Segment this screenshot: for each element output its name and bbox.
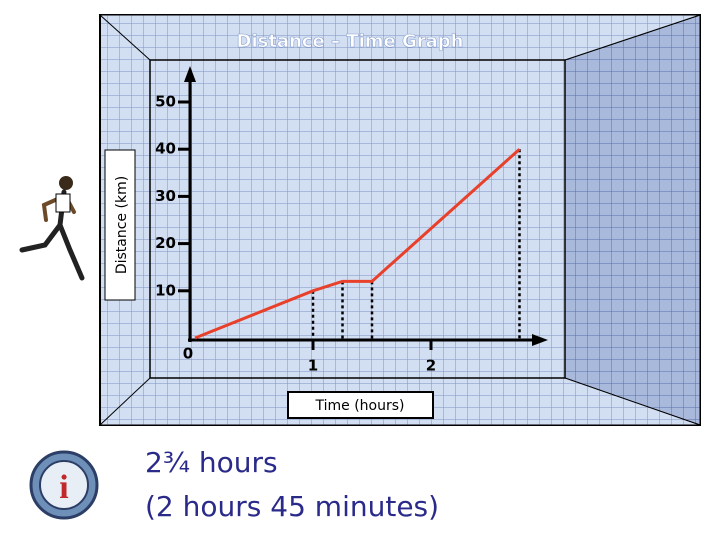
x-axis-arrow bbox=[532, 334, 548, 346]
y-tick-label: 40 bbox=[155, 140, 176, 158]
y-tick-label: 50 bbox=[155, 93, 176, 111]
data-line bbox=[194, 148, 521, 340]
x-tick-label: 2 bbox=[426, 357, 436, 375]
y-tick-label: 10 bbox=[155, 281, 176, 299]
x-axis-label: Time (hours) bbox=[315, 398, 405, 414]
y-axis-arrow bbox=[184, 66, 196, 82]
y-axis-label: Distance (km) bbox=[114, 176, 130, 274]
answer: 2¾ hours bbox=[145, 446, 278, 479]
origin-label: 0 bbox=[183, 345, 193, 363]
info-icon: i bbox=[29, 450, 99, 520]
runner-icon bbox=[19, 176, 85, 281]
answer-detail: (2 hours 45 minutes) bbox=[145, 490, 439, 523]
room-frame bbox=[98, 14, 701, 426]
x-tick-label: 1 bbox=[308, 357, 318, 375]
svg-text:i: i bbox=[59, 469, 68, 506]
chart-title: Distance – Time Graph bbox=[237, 31, 464, 52]
y-tick-label: 20 bbox=[155, 234, 176, 252]
y-tick-label: 30 bbox=[155, 187, 176, 205]
